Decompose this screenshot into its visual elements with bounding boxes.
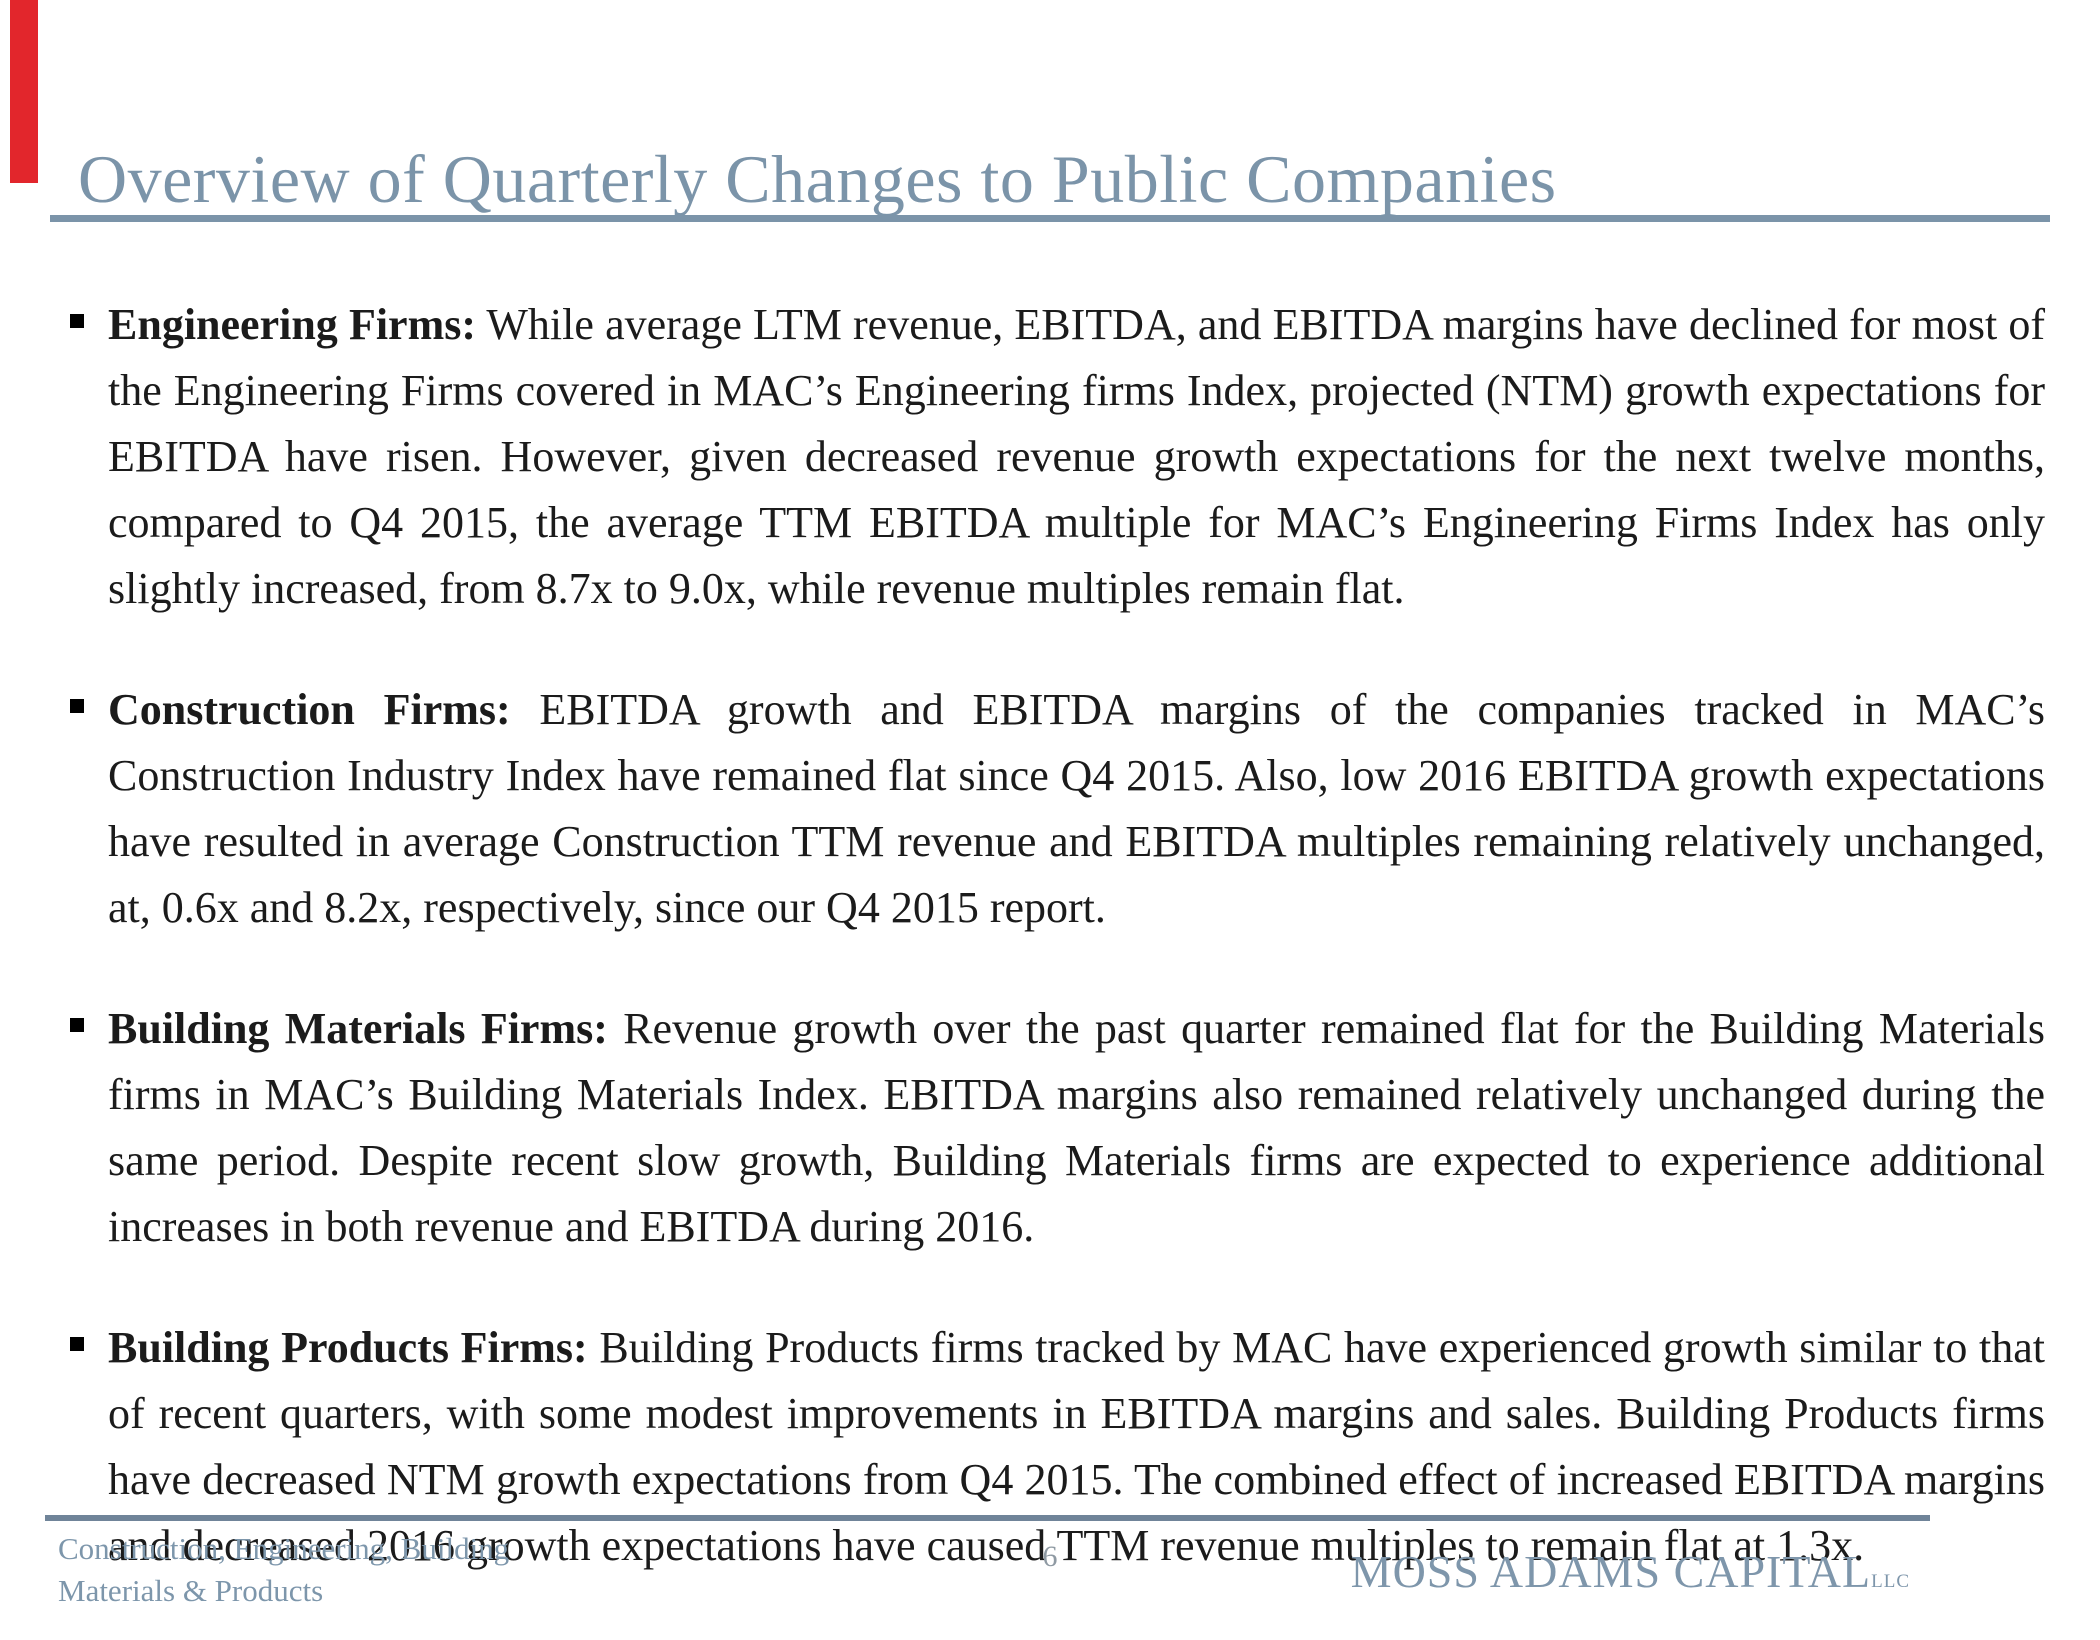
page-number: 6 [1042,1540,1058,1573]
bullet-body: EBITDA growth and EBITDA margins of the … [108,685,2046,932]
bullet-lead: Engineering Firms: [108,300,477,349]
bullet-item-building-products-firms: Building Products Firms: Building Produc… [70,1315,2045,1579]
logo-wordmark: MOSS ADAMS CAPITAL [1350,1546,1872,1597]
bullet-square-icon [70,1337,84,1351]
moss-adams-capital-logo: MOSS ADAMS CAPITALLLC [1351,1545,1910,1598]
footer-section-title: Construction, Engineering, Building Mate… [58,1531,510,1608]
bullet-lead: Building Products Firms: [108,1323,588,1372]
page-title: Overview of Quarterly Changes to Public … [78,140,1557,217]
bullet-lead: Building Materials Firms: [108,1004,608,1053]
bullet-item-building-materials-firms: Building Materials Firms: Revenue growth… [70,996,2045,1260]
bullet-body: While average LTM revenue, EBITDA, and E… [108,300,2045,613]
logo-llc-suffix: LLC [1871,1571,1910,1592]
bullet-item-construction-firms: Construction Firms: EBITDA growth and EB… [70,677,2045,941]
title-underline [50,215,2050,222]
bullet-body: Revenue growth over the past quarter rem… [108,1004,2045,1251]
bullet-paragraph: Building Materials Firms: Revenue growth… [108,996,2045,1260]
footer-divider [45,1515,1930,1521]
red-accent-bar [10,0,38,183]
bullet-paragraph: Construction Firms: EBITDA growth and EB… [108,677,2045,941]
bullet-square-icon [70,314,84,328]
bullet-paragraph: Engineering Firms: While average LTM rev… [108,292,2045,622]
bullet-paragraph: Building Products Firms: Building Produc… [108,1315,2045,1579]
bullet-item-engineering-firms: Engineering Firms: While average LTM rev… [70,292,2045,622]
bullet-body: Building Products firms tracked by MAC h… [108,1323,2046,1570]
bullet-list: Engineering Firms: While average LTM rev… [70,292,2045,1634]
bullet-lead: Construction Firms: [108,685,511,734]
bullet-square-icon [70,1018,84,1032]
bullet-square-icon [70,699,84,713]
